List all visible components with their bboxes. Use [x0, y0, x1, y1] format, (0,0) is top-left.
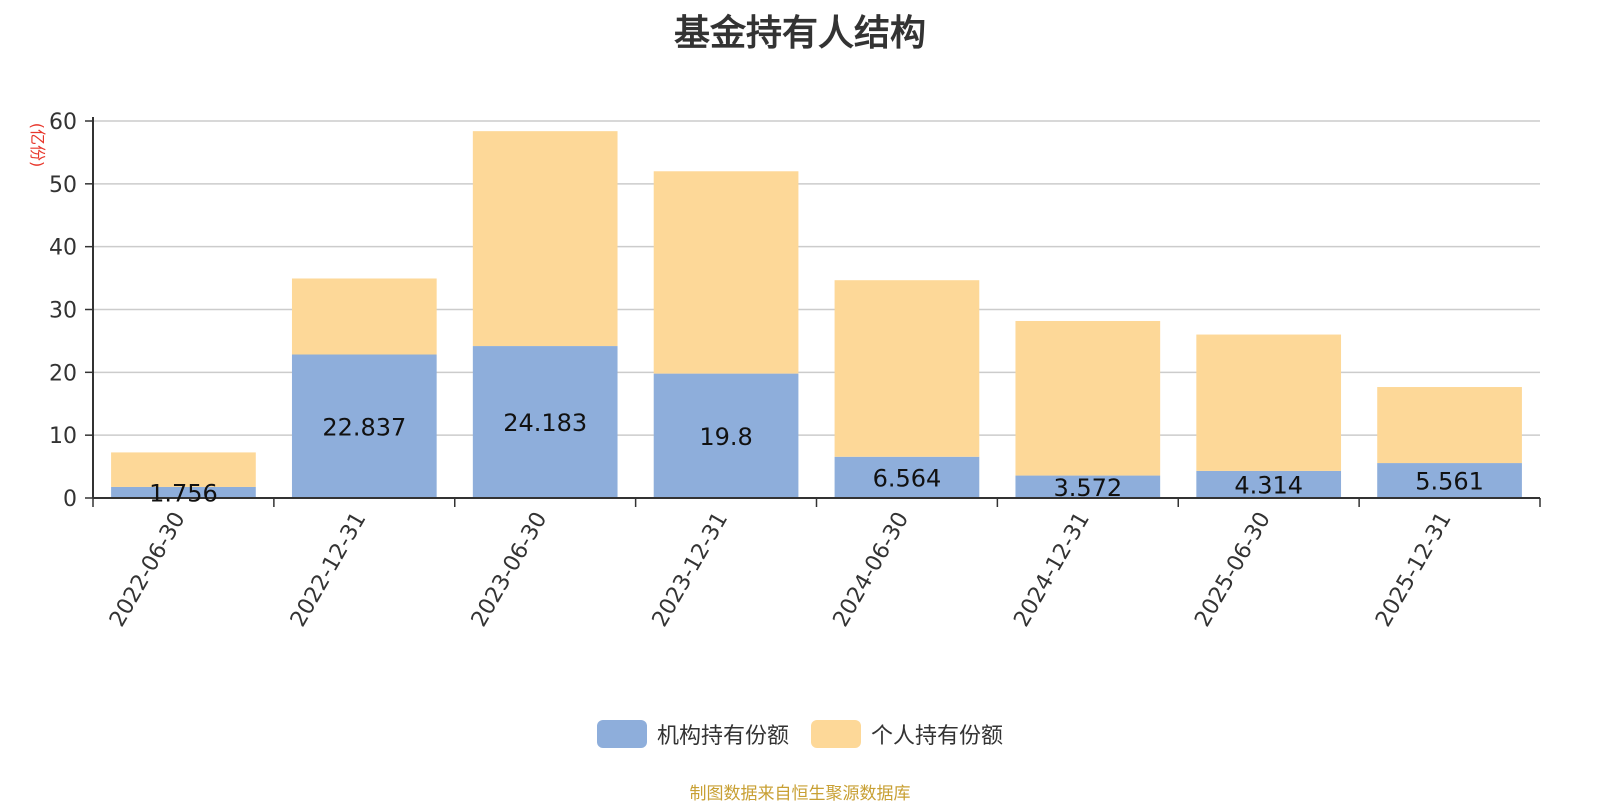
- legend-swatch-institutional: [596, 720, 647, 748]
- data-label-2022-06-30: 1.756: [149, 479, 218, 507]
- y-tick-label: 10: [49, 424, 77, 449]
- data-label-2023-12-31: 19.8: [699, 423, 752, 451]
- x-tick-label-2024-06-30: 2024-06-30: [829, 508, 915, 631]
- bar-individual-2024-06-30[interactable]: [834, 280, 980, 457]
- data-label-2025-12-31: 5.561: [1415, 468, 1484, 496]
- data-label-2023-06-30: 24.183: [503, 409, 587, 437]
- x-tick-label-2022-06-30: 2022-06-30: [105, 508, 191, 631]
- y-axis-label: (亿份): [28, 123, 47, 168]
- bar-institutional-2023-12-31[interactable]: [653, 373, 799, 498]
- y-tick-label: 40: [49, 236, 77, 261]
- source-note: 制图数据来自恒生聚源数据库: [689, 784, 911, 804]
- y-tick-label: 0: [63, 487, 77, 512]
- legend-label-institutional: 机构持有份额: [656, 724, 789, 749]
- data-label-2024-06-30: 6.564: [873, 464, 942, 492]
- data-label-2022-12-31: 22.837: [322, 413, 406, 441]
- legend-item-institutional[interactable]: 机构持有份额: [596, 718, 789, 750]
- bar-individual-2025-12-31[interactable]: [1377, 387, 1522, 464]
- y-tick-label: 60: [49, 110, 77, 135]
- bar-institutional-2025-12-31[interactable]: [1377, 463, 1522, 498]
- bar-institutional-2022-06-30[interactable]: [111, 486, 256, 498]
- data-label-2025-06-30: 4.314: [1234, 471, 1303, 499]
- bar-individual-2022-06-30[interactable]: [111, 452, 256, 487]
- legend-label-individual: 个人持有份额: [871, 724, 1004, 749]
- legend-swatch-individual: [811, 720, 861, 748]
- bar-institutional-2024-06-30[interactable]: [834, 456, 980, 498]
- bar-individual-2022-12-31[interactable]: [291, 278, 437, 355]
- x-tick-label-2023-12-31: 2023-12-31: [648, 508, 734, 631]
- bar-individual-2024-12-31[interactable]: [1015, 320, 1161, 476]
- bar-institutional-2022-12-31[interactable]: [291, 354, 437, 498]
- y-tick-label: 30: [49, 299, 77, 324]
- bar-individual-2023-06-30[interactable]: [472, 131, 618, 347]
- bars: [111, 131, 1522, 498]
- data-labels: 1.756 22.837 24.183 19.8 6.564 3.572 4.314 5.56…: [149, 409, 1484, 507]
- legend: 机构持有份额 个人持有份额: [0, 718, 1600, 750]
- chart-title: 基金持有人结构: [673, 13, 926, 54]
- bar-individual-2023-12-31[interactable]: [653, 171, 799, 374]
- x-tick-label-2022-12-31: 2022-12-31: [286, 508, 372, 631]
- y-tick-label: 50: [49, 173, 77, 198]
- y-tick-label: 20: [49, 361, 77, 386]
- x-tick-label-2024-12-31: 2024-12-31: [1009, 508, 1095, 631]
- legend-item-individual[interactable]: 个人持有份额: [811, 718, 1003, 750]
- data-label-2024-12-31: 3.572: [1053, 474, 1122, 502]
- bar-individual-2025-06-30[interactable]: [1196, 334, 1342, 471]
- bar-institutional-2023-06-30[interactable]: [472, 346, 618, 498]
- x-tick-label-2023-06-30: 2023-06-30: [467, 508, 553, 631]
- x-tick-label-2025-06-30: 2025-06-30: [1190, 508, 1276, 631]
- x-tick-label-2025-12-31: 2025-12-31: [1371, 508, 1457, 631]
- bar-institutional-2025-06-30[interactable]: [1196, 470, 1342, 498]
- bar-institutional-2024-12-31[interactable]: [1015, 475, 1161, 498]
